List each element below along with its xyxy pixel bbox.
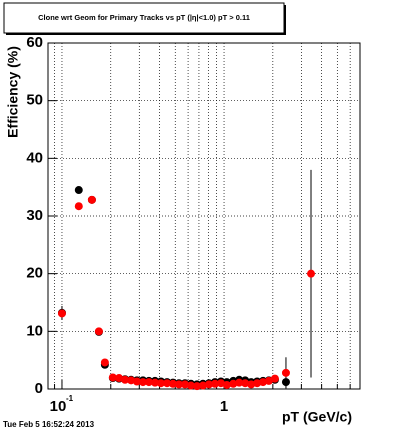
data-point — [229, 379, 238, 388]
data-point — [264, 376, 273, 385]
data-point — [210, 379, 219, 388]
data-point — [186, 381, 195, 390]
data-point — [108, 373, 117, 382]
data-point — [121, 375, 130, 384]
data-point — [241, 379, 250, 388]
x-axis-label: pT (GeV/c) — [282, 409, 352, 425]
y-tick-label: 60 — [26, 34, 43, 51]
y-tick-label: 40 — [26, 149, 43, 166]
y-tick-label: 20 — [26, 265, 43, 282]
y-tick-label: 10 — [26, 322, 43, 339]
data-point — [74, 202, 83, 211]
y-axis-label: Efficiency (%) — [5, 46, 21, 138]
y-tick-label: 0 — [35, 380, 43, 397]
x-tick-exponent: -1 — [66, 394, 74, 403]
data-point — [168, 379, 177, 388]
data-point — [163, 379, 172, 388]
x-tick-label: 1 — [220, 398, 228, 415]
y-tick-label: 50 — [26, 92, 43, 109]
data-point — [307, 269, 316, 278]
data-point — [281, 368, 290, 377]
data-point — [115, 374, 124, 383]
data-point — [270, 374, 279, 383]
data-point — [138, 378, 147, 387]
chart-title: Clone wrt Geom for Primary Tracks vs pT … — [38, 13, 250, 22]
data-point — [132, 377, 141, 386]
data-point — [74, 186, 83, 195]
data-point — [180, 380, 189, 389]
data-point — [100, 358, 109, 367]
data-point — [156, 379, 165, 388]
data-point — [198, 381, 207, 390]
data-point — [57, 309, 66, 318]
data-point — [151, 378, 160, 387]
data-point — [144, 378, 153, 387]
data-point — [87, 195, 96, 204]
data-point — [247, 380, 256, 389]
data-point — [222, 380, 231, 389]
y-tick-label: 30 — [26, 207, 43, 224]
data-point — [204, 380, 213, 389]
data-point — [174, 380, 183, 389]
x-tick-label: 10 — [50, 398, 67, 415]
data-point — [235, 378, 244, 387]
data-point — [193, 382, 202, 391]
title-box — [3, 2, 285, 34]
data-point — [94, 327, 103, 336]
footer-date: Tue Feb 5 16:52:24 2013 — [3, 420, 95, 429]
